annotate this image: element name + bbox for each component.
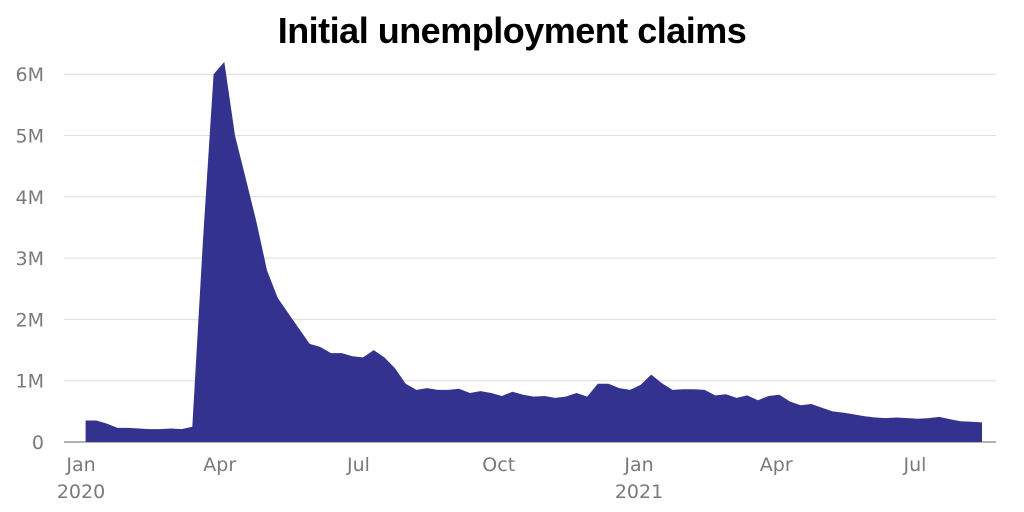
y-tick-label: 3M <box>16 248 44 270</box>
x-tick-label: Jul <box>346 454 370 476</box>
y-tick-label: 4M <box>16 187 44 209</box>
x-tick-label: Jan <box>65 454 95 476</box>
y-tick-label: 5M <box>16 126 44 148</box>
claims-area <box>85 61 983 443</box>
y-tick-label: 1M <box>16 371 44 393</box>
x-tick-label: Jul <box>902 454 926 476</box>
x-tick-label: Oct <box>482 454 515 476</box>
x-tick-label: Apr <box>760 454 793 476</box>
x-tick-year-label: 2020 <box>57 481 105 503</box>
area-layer <box>85 61 983 443</box>
x-tick-label: Jan <box>623 454 653 476</box>
chart-title: Initial unemployment claims <box>277 10 747 51</box>
x-axis-ticks: Jan 2020 Apr Jul Oct Jan 2021 Apr Jul <box>57 454 927 503</box>
x-tick-label: Apr <box>203 454 236 476</box>
y-axis-ticks: 0 1M 2M 3M 4M 5M 6M <box>16 64 44 454</box>
y-tick-label: 0 <box>32 432 44 454</box>
y-tick-label: 2M <box>16 309 44 331</box>
x-tick-year-label: 2021 <box>615 481 663 503</box>
y-tick-label: 6M <box>16 64 44 86</box>
